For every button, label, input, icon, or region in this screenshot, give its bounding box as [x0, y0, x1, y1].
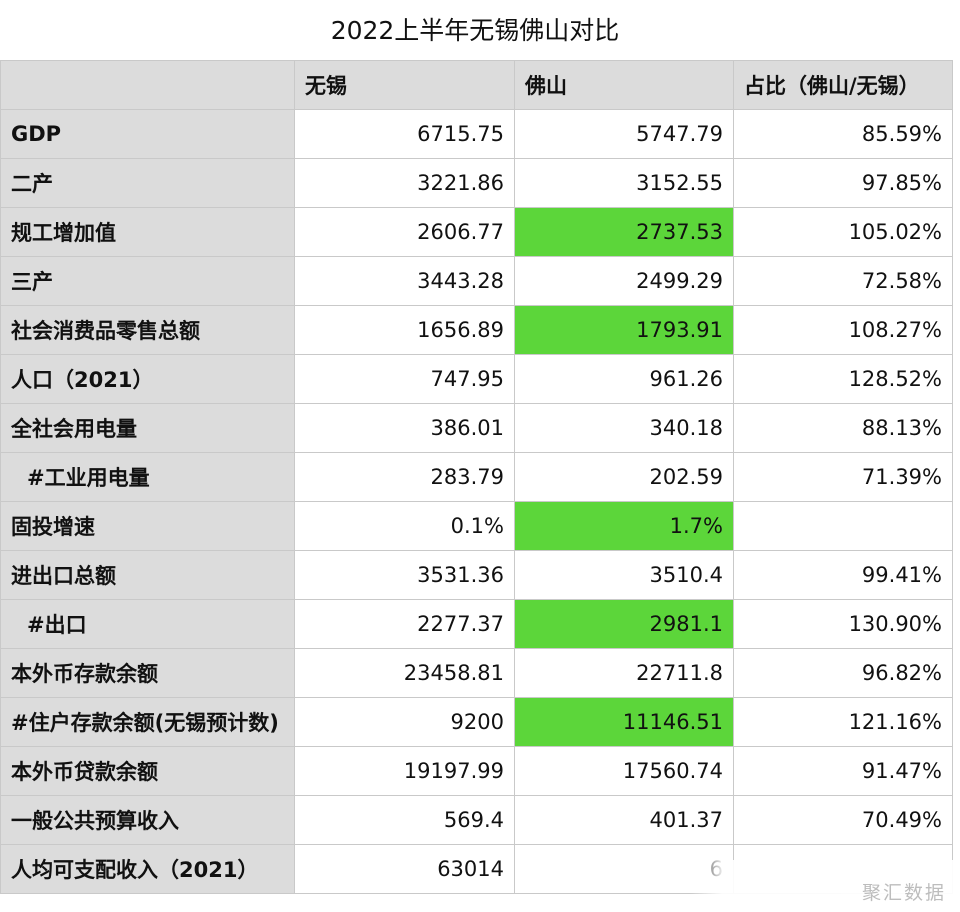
- wuxi-value: 747.95: [294, 354, 515, 404]
- table-row: 本外币贷款余额 19197.99 17560.74 91.47%: [0, 746, 953, 796]
- row-label: 全社会用电量: [0, 403, 295, 453]
- wuxi-value: 63014: [294, 844, 515, 894]
- table-row: 一般公共预算收入 569.4 401.37 70.49%: [0, 795, 953, 845]
- table-row: 全社会用电量 386.01 340.18 88.13%: [0, 403, 953, 453]
- wuxi-value: 3443.28: [294, 256, 515, 306]
- foshan-value-highlighted: 1793.91: [514, 305, 734, 355]
- row-label: 一般公共预算收入: [0, 795, 295, 845]
- header-ratio: 占比（佛山/无锡）: [733, 60, 953, 110]
- row-label: 三产: [0, 256, 295, 306]
- row-label: 人均可支配收入（2021）: [0, 844, 295, 894]
- table-row: 进出口总额 3531.36 3510.4 99.41%: [0, 550, 953, 600]
- table-row: 规工增加值 2606.77 2737.53 105.02%: [0, 207, 953, 257]
- wuxi-value: 23458.81: [294, 648, 515, 698]
- header-wuxi: 无锡: [294, 60, 515, 110]
- row-label: 固投增速: [0, 501, 295, 551]
- wuxi-value: 19197.99: [294, 746, 515, 796]
- row-label: 社会消费品零售总额: [0, 305, 295, 355]
- header-foshan: 佛山: [514, 60, 734, 110]
- wuxi-value: 569.4: [294, 795, 515, 845]
- table-row: GDP 6715.75 5747.79 85.59%: [0, 109, 953, 159]
- row-label: 规工增加值: [0, 207, 295, 257]
- foshan-value: 961.26: [514, 354, 734, 404]
- row-label: 本外币贷款余额: [0, 746, 295, 796]
- ratio-value: 128.52%: [733, 354, 953, 404]
- wuxi-value: 2606.77: [294, 207, 515, 257]
- foshan-value: 340.18: [514, 403, 734, 453]
- wuxi-value: 6715.75: [294, 109, 515, 159]
- wuxi-value: 9200: [294, 697, 515, 747]
- table-row: 二产 3221.86 3152.55 97.85%: [0, 158, 953, 208]
- foshan-value: 2499.29: [514, 256, 734, 306]
- ratio-value: 91.47%: [733, 746, 953, 796]
- ratio-value: 105.02%: [733, 207, 953, 257]
- watermark-overlay: [690, 860, 960, 912]
- foshan-value-highlighted: 1.7%: [514, 501, 734, 551]
- watermark-text: 聚汇数据: [861, 882, 946, 904]
- wuxi-value: 386.01: [294, 403, 515, 453]
- foshan-value: 22711.8: [514, 648, 734, 698]
- foshan-value: 3510.4: [514, 550, 734, 600]
- table-body: GDP 6715.75 5747.79 85.59% 二产 3221.86 31…: [0, 109, 953, 894]
- row-label: 进出口总额: [0, 550, 295, 600]
- ratio-value: 130.90%: [733, 599, 953, 649]
- ratio-value: 121.16%: [733, 697, 953, 747]
- table-row: 本外币存款余额 23458.81 22711.8 96.82%: [0, 648, 953, 698]
- wuxi-value: 1656.89: [294, 305, 515, 355]
- foshan-value: 401.37: [514, 795, 734, 845]
- wuxi-value: 2277.37: [294, 599, 515, 649]
- ratio-value: 72.58%: [733, 256, 953, 306]
- ratio-value: 96.82%: [733, 648, 953, 698]
- ratio-value: 97.85%: [733, 158, 953, 208]
- ratio-value: 88.13%: [733, 403, 953, 453]
- ratio-value: 99.41%: [733, 550, 953, 600]
- foshan-value-highlighted: 2981.1: [514, 599, 734, 649]
- table-row: #工业用电量 283.79 202.59 71.39%: [0, 452, 953, 502]
- row-label: GDP: [0, 109, 295, 159]
- table-row: 人口（2021） 747.95 961.26 128.52%: [0, 354, 953, 404]
- wuxi-value: 3531.36: [294, 550, 515, 600]
- row-label: 本外币存款余额: [0, 648, 295, 698]
- wuxi-value: 283.79: [294, 452, 515, 502]
- foshan-value: 17560.74: [514, 746, 734, 796]
- foshan-value-highlighted: 11146.51: [514, 697, 734, 747]
- row-label: 人口（2021）: [0, 354, 295, 404]
- ratio-value: 71.39%: [733, 452, 953, 502]
- comparison-table: 无锡 佛山 占比（佛山/无锡） GDP 6715.75 5747.79 85.5…: [0, 60, 953, 894]
- table-row: #住户存款余额(无锡预计数) 9200 11146.51 121.16%: [0, 697, 953, 747]
- wuxi-value: 3221.86: [294, 158, 515, 208]
- foshan-value: 5747.79: [514, 109, 734, 159]
- wuxi-value: 0.1%: [294, 501, 515, 551]
- foshan-value: 202.59: [514, 452, 734, 502]
- table-row: #出口 2277.37 2981.1 130.90%: [0, 599, 953, 649]
- foshan-value-highlighted: 2737.53: [514, 207, 734, 257]
- ratio-value: 85.59%: [733, 109, 953, 159]
- table-row: 三产 3443.28 2499.29 72.58%: [0, 256, 953, 306]
- row-label: #工业用电量: [0, 452, 295, 502]
- row-label: 二产: [0, 158, 295, 208]
- table-title: 2022上半年无锡佛山对比: [330, 16, 620, 45]
- table-row: 固投增速 0.1% 1.7%: [0, 501, 953, 551]
- header-metric: [0, 60, 295, 110]
- table-row: 社会消费品零售总额 1656.89 1793.91 108.27%: [0, 305, 953, 355]
- row-label: #出口: [0, 599, 295, 649]
- ratio-value: [733, 501, 953, 551]
- ratio-value: 70.49%: [733, 795, 953, 845]
- ratio-value: 108.27%: [733, 305, 953, 355]
- foshan-value: 3152.55: [514, 158, 734, 208]
- header-row: 无锡 佛山 占比（佛山/无锡）: [0, 60, 953, 110]
- row-label: #住户存款余额(无锡预计数): [0, 697, 295, 747]
